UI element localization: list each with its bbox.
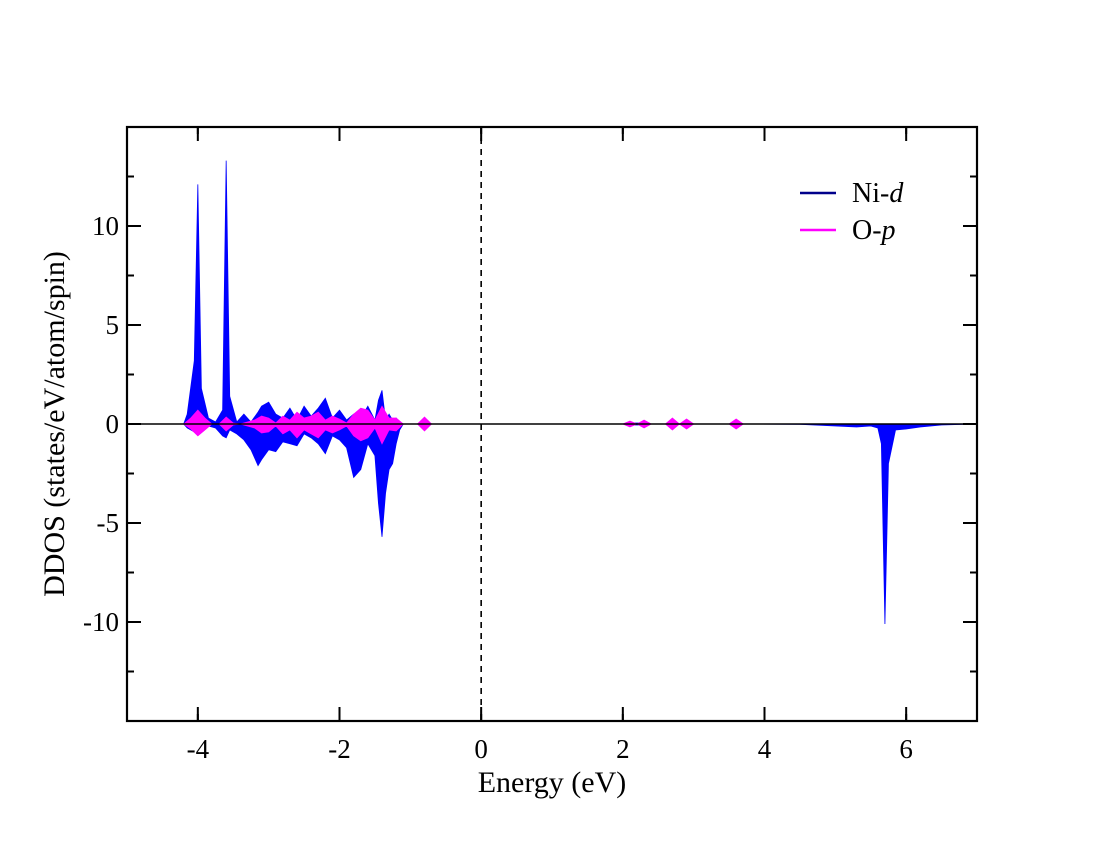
y-tick-label: 0 [106, 409, 120, 439]
legend-label-ni-d-prefix: Ni- [852, 178, 889, 209]
ticks-layer [127, 127, 977, 721]
legend-label-o-p-italic: p [880, 215, 896, 246]
legend-label-o-p: O-p [852, 215, 896, 246]
y-tick-label: 5 [106, 310, 120, 340]
y-axis-label: DDOS (states/eV/atom/spin) [38, 251, 71, 597]
x-tick-label: -4 [187, 734, 210, 764]
legend-label-ni-d-italic: d [889, 178, 904, 209]
x-tick-label: 0 [474, 734, 488, 764]
legend: Ni-d O-p [800, 178, 904, 246]
x-tick-label: 6 [899, 734, 913, 764]
series-area-o-p [127, 405, 977, 445]
y-tick-label: 10 [92, 211, 119, 241]
x-axis-label: Energy (eV) [478, 766, 627, 799]
tick-labels-layer: -4 -2 0 2 4 6 -10 -5 0 5 10 [83, 211, 913, 764]
x-tick-label: 4 [758, 734, 772, 764]
x-tick-label: 2 [616, 734, 630, 764]
legend-label-o-p-prefix: O- [852, 215, 882, 246]
series-layer [127, 160, 977, 624]
legend-label-ni-d: Ni-d [852, 178, 904, 209]
series-area-ni-d [127, 160, 977, 624]
x-tick-label: -2 [328, 734, 351, 764]
y-tick-label: -5 [97, 508, 120, 538]
y-tick-label: -10 [83, 607, 119, 637]
